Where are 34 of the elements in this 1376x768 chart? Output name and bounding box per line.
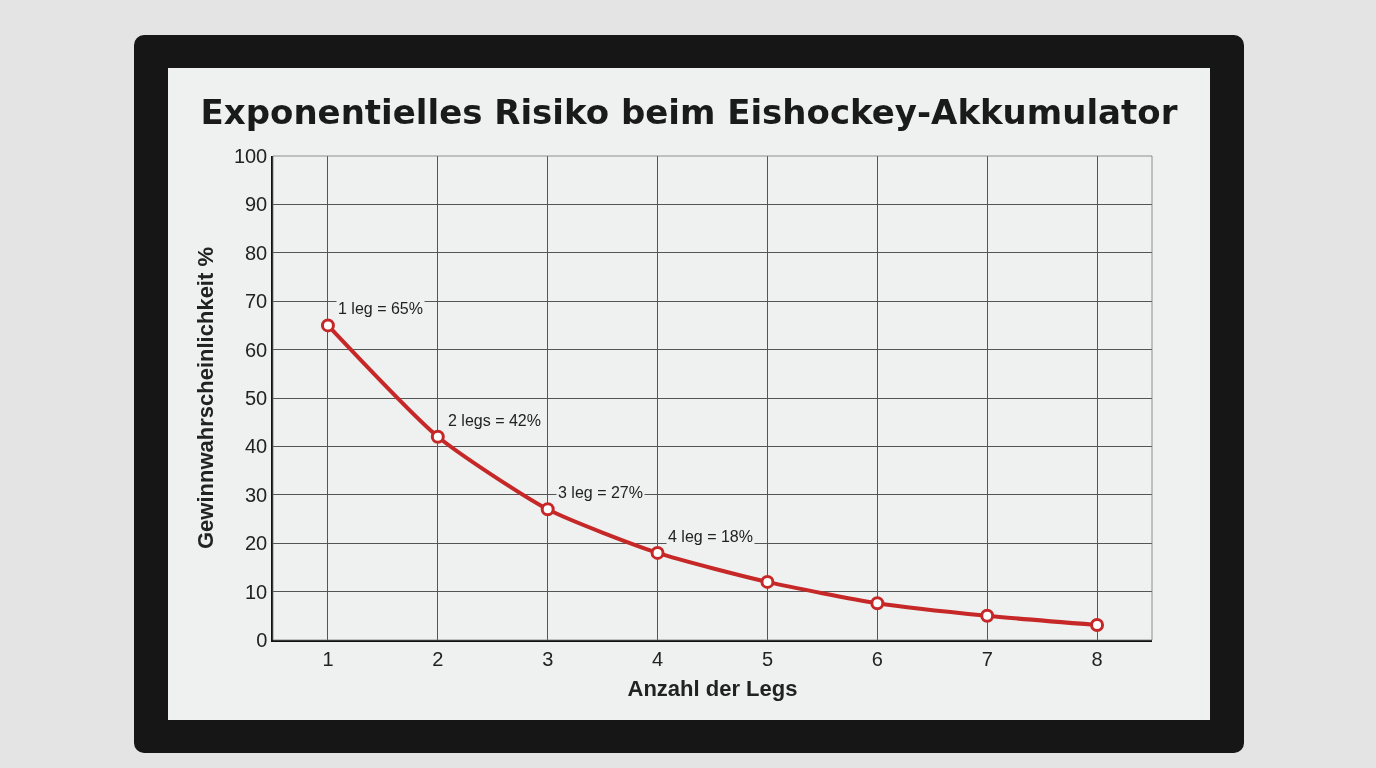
point xyxy=(980,608,995,623)
y-tick-label: 70 xyxy=(245,290,268,313)
y-tick-label: 60 xyxy=(245,338,268,361)
x-tick-label: 5 xyxy=(761,647,773,670)
point xyxy=(430,429,445,444)
point xyxy=(870,596,885,611)
point xyxy=(650,545,665,560)
y-tick-label: 0 xyxy=(256,629,268,651)
y-tick-label: 80 xyxy=(245,241,268,264)
chart-title: Exponentielles Risiko beim Eishockey-Akkumulator xyxy=(200,92,1178,133)
y-tick-label: 30 xyxy=(245,483,268,506)
x-tick-label: 2 xyxy=(432,647,444,670)
y-axis-title: Gewinnwahrscheinlichkeit % xyxy=(193,247,219,549)
y-tick-label: 90 xyxy=(245,193,268,216)
x-tick-label: 4 xyxy=(652,647,664,670)
x-tick-label: 8 xyxy=(1091,647,1103,670)
y-tick-label: 40 xyxy=(245,435,268,458)
annotation: 2 legs = 42% xyxy=(448,412,541,429)
annotation: 3 leg = 27% xyxy=(558,484,643,501)
point xyxy=(1090,618,1105,632)
point xyxy=(540,502,555,517)
x-tick-label: 3 xyxy=(542,647,554,670)
y-tick-label: 50 xyxy=(245,387,268,409)
x-tick-label: 6 xyxy=(871,647,883,670)
x-tick-label: 7 xyxy=(981,647,993,670)
point xyxy=(320,318,335,333)
x-tick-label: 1 xyxy=(322,647,334,670)
annotation: 1 leg = 65% xyxy=(338,300,423,317)
y-tick-label: 10 xyxy=(245,580,268,603)
point xyxy=(760,574,775,589)
x-axis-title: Anzahl der Legs xyxy=(627,676,798,702)
y-tick-label: 20 xyxy=(245,532,268,555)
y-tick-label: 100 xyxy=(233,145,268,167)
annotation: 4 leg = 18% xyxy=(668,528,753,545)
